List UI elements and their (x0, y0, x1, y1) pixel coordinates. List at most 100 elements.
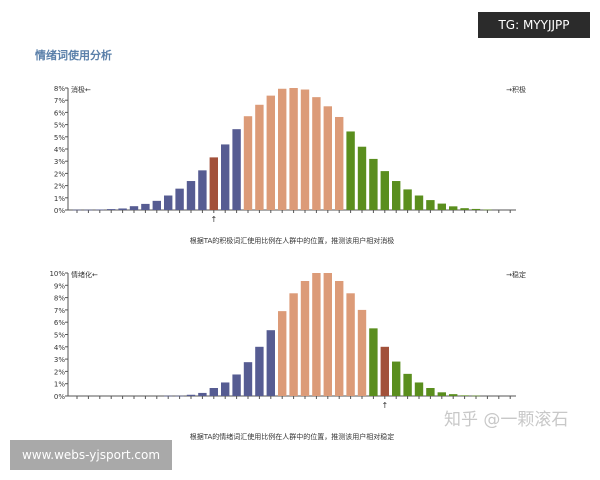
right-label: →稳定 (506, 270, 526, 279)
bar (471, 208, 481, 210)
bar (255, 104, 264, 210)
bar (323, 273, 332, 396)
bar (198, 170, 207, 210)
bar (198, 392, 207, 396)
bar (289, 88, 298, 210)
bar (460, 395, 469, 396)
bar (449, 206, 458, 210)
y-tick-label: 5% (54, 332, 65, 340)
bar (357, 146, 367, 210)
bar (243, 362, 253, 396)
y-tick-label: 7% (54, 307, 65, 315)
y-tick-label: 2% (54, 183, 65, 191)
bar (471, 395, 481, 397)
y-tick-label: 6% (54, 319, 65, 327)
bar (335, 280, 344, 396)
y-tick-label: 5% (54, 134, 65, 142)
y-tick-label: 8% (54, 85, 65, 93)
bar (243, 116, 253, 210)
tg-watermark: TG: MYYJJPP (478, 12, 590, 38)
bar (392, 181, 401, 210)
bar (186, 181, 196, 210)
bar (175, 395, 184, 397)
bar (164, 195, 173, 210)
bar (255, 346, 264, 396)
y-tick-label: 0% (54, 207, 65, 215)
bar (266, 330, 275, 396)
bar (312, 97, 321, 210)
bar (221, 382, 230, 396)
left-label: 消极← (71, 85, 91, 94)
bar (175, 188, 184, 210)
bar (209, 388, 218, 396)
zhihu-watermark: 知乎 @一颗滚石 (444, 410, 569, 430)
bar (107, 209, 116, 210)
bar (414, 195, 424, 210)
y-tick-label: 0% (54, 393, 65, 401)
chart-caption: 根据TA的积极词汇使用比例在人群中的位置，推测该用户相对消极 (190, 236, 395, 245)
bar (357, 309, 367, 396)
bar (380, 346, 389, 396)
y-tick-label: 2% (54, 368, 65, 376)
bar (164, 395, 173, 397)
y-tick-label: 6% (54, 109, 65, 117)
bar (346, 293, 355, 396)
y-tick-label: 10% (49, 270, 65, 278)
bar (232, 129, 241, 210)
y-tick-label: 1% (54, 195, 65, 203)
y-tick-label: 8% (54, 295, 65, 303)
bar (380, 171, 389, 210)
bar (426, 388, 435, 396)
right-label: →积极 (506, 85, 526, 94)
y-tick-label: 4% (54, 146, 65, 154)
bar (437, 203, 446, 210)
bar (141, 203, 150, 210)
bar (278, 311, 287, 396)
site-watermark: www.webs-yjsport.com (10, 440, 172, 470)
bar (414, 382, 424, 396)
bar (460, 208, 469, 210)
bar (403, 373, 412, 396)
bar (369, 328, 378, 396)
bar (369, 158, 378, 210)
y-tick-label: 9% (54, 282, 65, 290)
bar (392, 361, 401, 396)
bar (335, 116, 344, 210)
bar (84, 209, 93, 211)
bar (426, 200, 435, 210)
bar (221, 144, 230, 210)
chart-caption: 根据TA的情绪词汇使用比例在人群中的位置，推测该用户相对稳定 (190, 432, 395, 441)
bar (449, 394, 458, 396)
page-title: 情绪词使用分析 (35, 49, 112, 62)
bar (152, 200, 161, 210)
bar (437, 392, 446, 396)
bar (278, 88, 287, 210)
marker-arrow: ↑ (210, 215, 217, 224)
left-label: 情绪化← (71, 270, 98, 279)
bar (186, 394, 196, 396)
bar (289, 293, 298, 396)
bar (300, 89, 310, 210)
bar (266, 95, 275, 210)
y-tick-label: 4% (54, 344, 65, 352)
bar (129, 206, 139, 210)
bar (72, 209, 82, 211)
bar (232, 374, 241, 396)
bar (118, 208, 127, 210)
bar (323, 106, 332, 210)
y-tick-label: 5% (54, 122, 65, 130)
bar (312, 273, 321, 396)
bar (483, 209, 492, 211)
y-tick-label: 7% (54, 97, 65, 105)
marker-arrow: ↑ (381, 401, 388, 410)
y-tick-label: 3% (54, 356, 65, 364)
bar (300, 280, 310, 396)
bar (403, 189, 412, 210)
bar (95, 209, 104, 211)
y-tick-label: 2% (54, 170, 65, 178)
y-tick-label: 3% (54, 158, 65, 166)
y-tick-label: 1% (54, 381, 65, 389)
bar (209, 157, 218, 210)
bar (346, 131, 355, 210)
